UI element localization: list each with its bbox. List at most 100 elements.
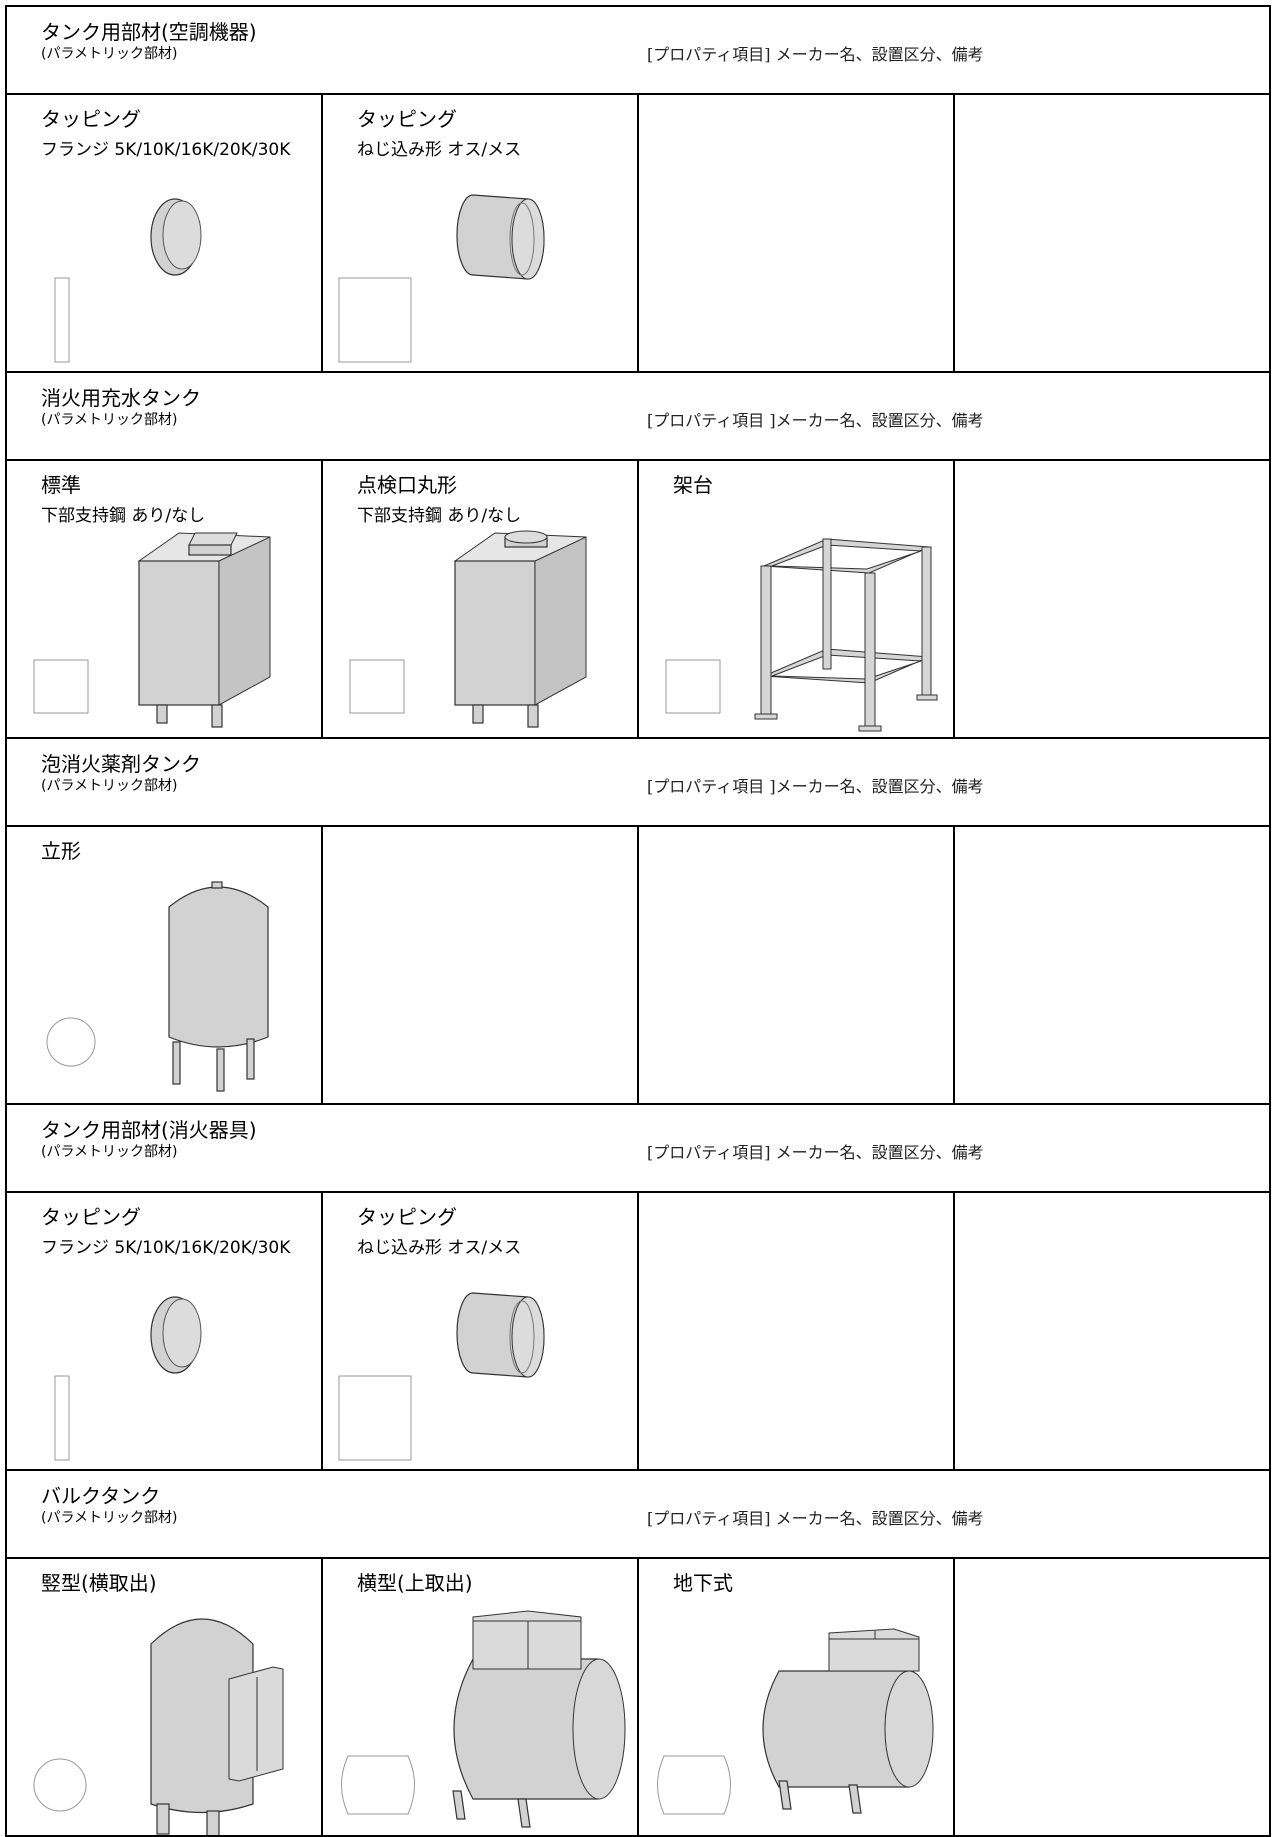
part-cell: 竪型(横取出)	[7, 1559, 323, 1837]
part-cell: タッピングねじ込み形 オス/メス	[323, 95, 639, 373]
drawing-part	[828, 1628, 920, 1672]
drawing-part	[517, 1798, 531, 1828]
parts-row: タッピング フランジ 5K/10K/16K/20K/30K タッピングねじ込み形 …	[7, 95, 1271, 373]
drawing-part	[771, 544, 922, 570]
drawing-part	[572, 1658, 626, 1800]
part-cell	[955, 1193, 1271, 1471]
section-title: 消火用充水タンク	[41, 386, 201, 410]
section-subtitle: (パラメトリック部材)	[41, 412, 178, 428]
property-note: [プロパティ項目 ]メーカー名、設置区分、備考	[647, 411, 984, 430]
property-note: [プロパティ項目] メーカー名、設置区分、備考	[647, 1509, 984, 1528]
drawing-part	[665, 659, 721, 714]
drawing-part	[168, 886, 269, 1048]
drawing-part	[188, 544, 232, 556]
section-title: タンク用部材(消火器具)	[41, 1118, 257, 1142]
drawing-part	[916, 694, 938, 701]
part-title: 架台	[673, 473, 713, 497]
drawing-part	[822, 538, 832, 670]
part-cell	[955, 827, 1271, 1105]
part-cell	[955, 461, 1271, 739]
part-drawing	[33, 532, 271, 728]
drawing-part	[527, 704, 539, 728]
section-title: タンク用部材(空調機器)	[41, 20, 257, 44]
part-cell	[955, 95, 1271, 373]
drawing-part	[349, 659, 405, 714]
part-title: 地下式	[673, 1571, 733, 1595]
drawing-part	[211, 704, 223, 728]
parts-row: 立形	[7, 827, 1271, 1105]
drawing-part	[452, 1790, 466, 1820]
part-subtitle: フランジ 5K/10K/16K/20K/30K	[41, 140, 291, 160]
drawing-part	[884, 1670, 934, 1788]
section-header: タンク用部材(消火器具) (パラメトリック部材) [プロパティ項目] メーカー名、設…	[7, 1105, 1271, 1193]
drawing-part	[156, 704, 168, 724]
part-title: タッピング	[357, 1205, 457, 1229]
drawing-part	[858, 725, 882, 732]
section-subtitle: (パラメトリック部材)	[41, 778, 178, 794]
part-drawing	[657, 1628, 934, 1815]
drawing-part	[754, 713, 778, 720]
part-title: タッピング	[357, 107, 457, 131]
section-header: 泡消火薬剤タンク (パラメトリック部材) [プロパティ項目 ]メーカー名、設置区分、…	[7, 739, 1271, 827]
parts-row: 標準 下部支持鋼 あり/なし 点検口丸形 下部支持鋼 あり/なし 架台	[7, 461, 1271, 739]
drawing-part	[657, 1755, 731, 1815]
part-drawing	[46, 881, 269, 1092]
part-cell	[639, 1193, 955, 1471]
drawing-part	[504, 530, 548, 544]
drawing-part	[54, 277, 70, 363]
part-cell: 立形	[7, 827, 323, 1105]
part-drawing	[54, 198, 202, 363]
drawing-part	[188, 532, 238, 546]
drawing-part	[338, 277, 412, 363]
drawing-part	[921, 546, 932, 698]
parts-row: 竪型(横取出) 横型(上取出) 地下式	[7, 1559, 1271, 1837]
drawing-part	[511, 198, 545, 280]
drawing-part	[771, 654, 922, 680]
drawing-part	[33, 659, 89, 714]
drawing-part	[156, 1803, 170, 1835]
part-cell	[323, 827, 639, 1105]
parts-row: タッピング フランジ 5K/10K/16K/20K/30K タッピングねじ込み形 …	[7, 1193, 1271, 1471]
drawing-part	[454, 560, 536, 706]
section-title: バルクタンク	[41, 1484, 161, 1508]
part-drawing	[341, 1610, 626, 1828]
drawing-part	[778, 1780, 792, 1810]
drawing-part	[509, 1300, 535, 1374]
part-drawing	[54, 1296, 202, 1461]
part-cell: 横型(上取出)	[323, 1559, 639, 1837]
section-header: 消火用充水タンク (パラメトリック部材) [プロパティ項目 ]メーカー名、設置区分、…	[7, 373, 1271, 461]
part-cell: タッピング フランジ 5K/10K/16K/20K/30K	[7, 95, 323, 373]
section-subtitle: (パラメトリック部材)	[41, 1144, 178, 1160]
drawing-part	[246, 1038, 255, 1080]
property-note: [プロパティ項目] メーカー名、設置区分、備考	[647, 45, 984, 64]
part-title: 竪型(横取出)	[41, 1571, 157, 1595]
property-note: [プロパティ項目] メーカー名、設置区分、備考	[647, 1143, 984, 1162]
part-drawing	[33, 1618, 284, 1835]
drawing-part	[46, 1017, 96, 1067]
part-cell: タッピング フランジ 5K/10K/16K/20K/30K	[7, 1193, 323, 1471]
section-header: タンク用部材(空調機器) (パラメトリック部材) [プロパティ項目] メーカー名、設…	[7, 7, 1271, 95]
drawing-part	[848, 1784, 862, 1814]
drawing-part	[162, 200, 202, 270]
part-cell: 標準 下部支持鋼 あり/なし	[7, 461, 323, 739]
part-subtitle: ねじ込み形 オス/メス	[357, 140, 522, 160]
part-cell: 架台	[639, 461, 955, 739]
part-cell: 点検口丸形 下部支持鋼 あり/なし	[323, 461, 639, 739]
part-subtitle: ねじ込み形 オス/メス	[357, 1238, 522, 1258]
drawing-part	[206, 1810, 220, 1835]
part-drawing	[349, 530, 587, 728]
drawing-part	[338, 1375, 412, 1461]
section-subtitle: (パラメトリック部材)	[41, 46, 178, 62]
drawing-part	[172, 1041, 181, 1085]
drawing-part	[54, 1375, 70, 1461]
part-drawing	[665, 538, 938, 732]
part-cell: 地下式	[639, 1559, 955, 1837]
drawing-part	[162, 1298, 202, 1368]
part-drawing	[338, 1292, 545, 1461]
drawing-part	[472, 1610, 582, 1670]
section-subtitle: (パラメトリック部材)	[41, 1510, 178, 1526]
part-subtitle: フランジ 5K/10K/16K/20K/30K	[41, 1238, 291, 1258]
drawing-part	[228, 1666, 284, 1782]
drawing-part	[511, 1296, 545, 1378]
